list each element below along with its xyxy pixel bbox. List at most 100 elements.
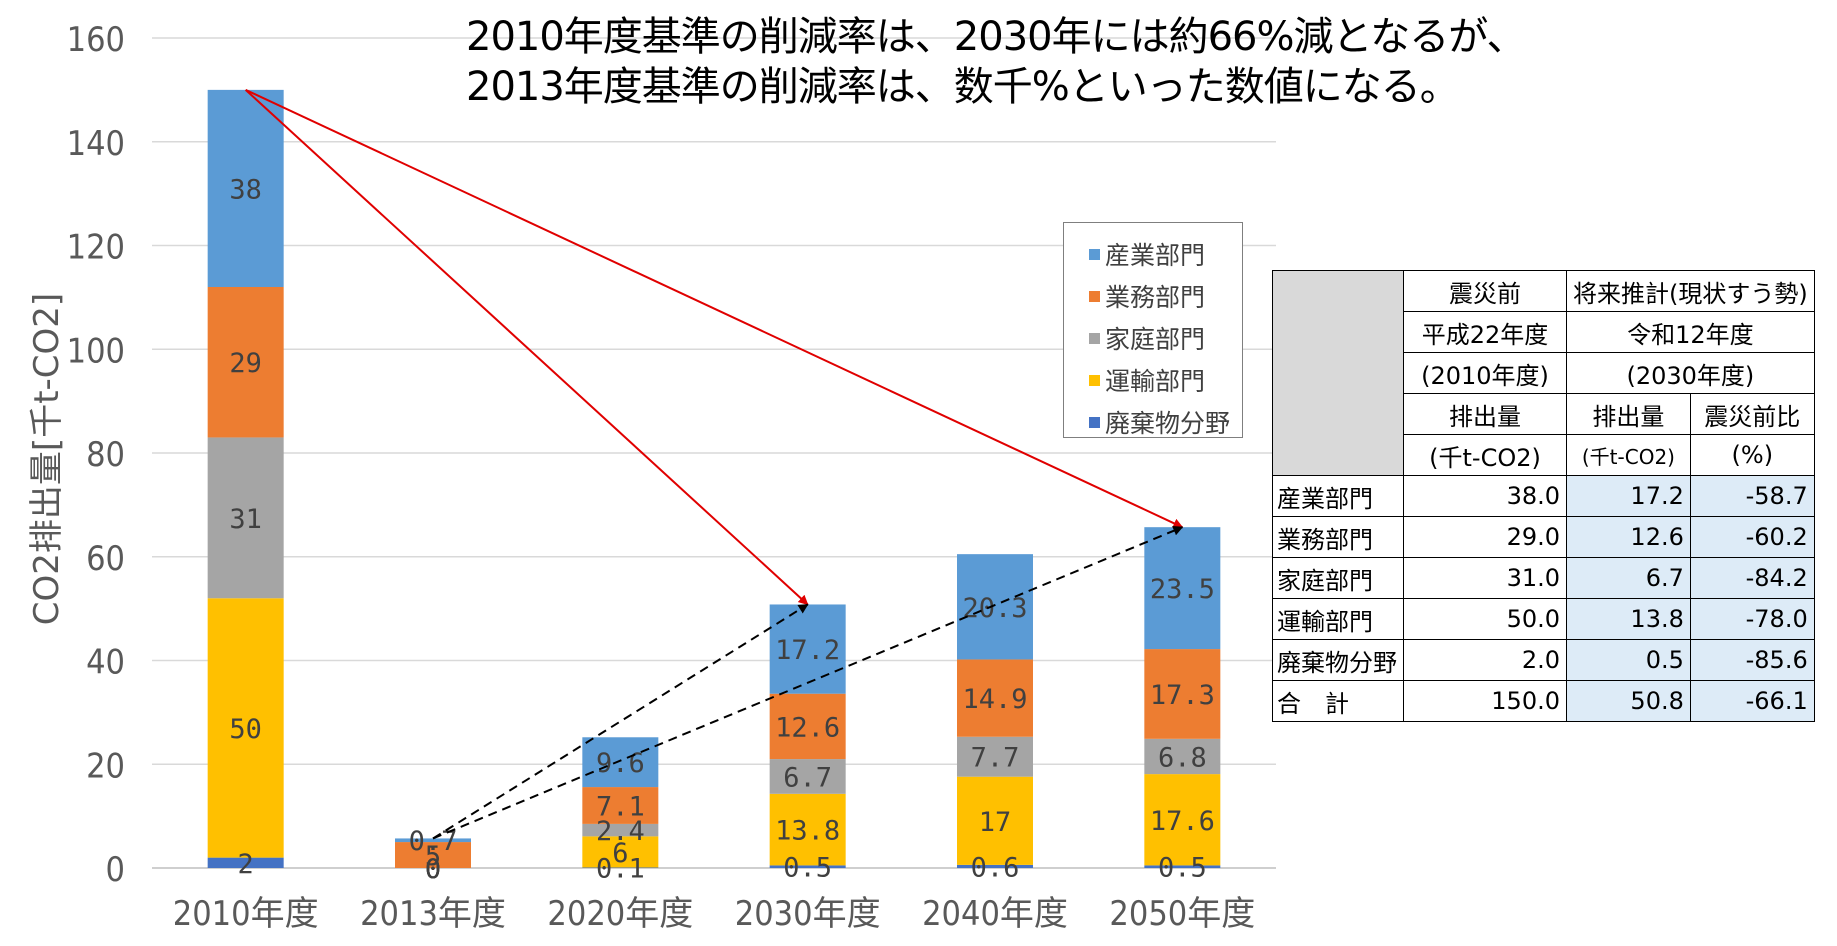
y-tick-label: 80: [86, 435, 125, 475]
bar-segment: [769, 793, 846, 866]
row-label: 産業部門: [1272, 475, 1404, 517]
legend-swatch: [1089, 290, 1100, 302]
table-header-unit-ratio: (%): [1689, 434, 1815, 476]
row-ratio-value: -66.1: [1689, 680, 1815, 722]
data-label: 0.6: [971, 852, 1020, 883]
y-tick-label: 160: [67, 20, 125, 60]
data-label: 13.8: [775, 816, 840, 847]
table-header-unit-future: (千t-CO2): [1566, 434, 1691, 476]
table-header-2030: (2030年度): [1566, 352, 1815, 394]
x-tick-label: 2050年度: [1109, 894, 1255, 934]
data-label: 50: [229, 714, 262, 745]
table-header-future-projection: 将来推計(現状すう勢): [1566, 270, 1815, 312]
table-row: 廃棄物分野 2.0 0.5 -85.6: [1272, 639, 1815, 681]
headline-line-1: 2010年度基準の削減率は、2030年には約66%減となるが、: [466, 14, 1527, 60]
table-row: 家庭部門 31.0 6.7 -84.2: [1272, 557, 1815, 599]
y-tick-label: 60: [86, 539, 125, 579]
table-header-h22: 平成22年度: [1403, 311, 1567, 353]
x-tick-label: 2010年度: [173, 894, 319, 934]
row-ratio-value: -58.7: [1689, 475, 1815, 517]
table-header-unit-base: (千t-CO2): [1403, 434, 1567, 476]
row-label: 業務部門: [1272, 516, 1404, 558]
x-tick-label: 2040年度: [922, 894, 1068, 934]
legend-label: 産業部門: [1105, 241, 1206, 270]
table-row: 運輸部門 50.0 13.8 -78.0: [1272, 598, 1815, 640]
data-label: 0.1: [596, 854, 645, 885]
bar-segment: [1144, 865, 1221, 868]
y-tick-label: 100: [67, 331, 125, 371]
bar-segment: [957, 554, 1033, 660]
row-ratio-value: -78.0: [1689, 598, 1815, 640]
bar-segment: [207, 287, 284, 438]
data-label: 0.5: [1158, 853, 1207, 884]
data-label: 12.6: [775, 712, 840, 743]
bar-segment: [582, 737, 659, 788]
legend-label: 家庭部門: [1105, 325, 1206, 354]
chart-annotation-arrows: [244, 88, 1184, 840]
bar-segment: [957, 864, 1033, 868]
row-future-value: 50.8: [1566, 680, 1691, 722]
bar-segment: [769, 759, 846, 794]
bar-segment: [207, 89, 284, 287]
legend-item: 運輸部門: [1089, 359, 1242, 401]
legend-swatch: [1089, 374, 1100, 386]
bar-segment: [1144, 738, 1221, 775]
data-label: 17.2: [775, 635, 840, 666]
data-label: 5: [425, 841, 441, 872]
data-label: 6.8: [1158, 742, 1207, 773]
bar-segment: [582, 836, 659, 868]
chart-bars: [207, 89, 1221, 868]
data-label: 0: [425, 854, 441, 885]
y-tick-label: 0: [106, 850, 125, 890]
dashed-trend-arrow: [432, 603, 809, 840]
x-tick-label: 2020年度: [547, 894, 693, 934]
chart-gridlines: [152, 37, 1276, 869]
row-future-value: 0.5: [1566, 639, 1691, 681]
reduction-arrow: [244, 89, 809, 606]
legend-label: 業務部門: [1105, 283, 1206, 312]
data-label: 14.9: [962, 684, 1027, 715]
bar-segment: [1144, 527, 1221, 650]
row-label: 合 計: [1272, 680, 1404, 722]
bar-segment: [207, 857, 284, 868]
y-tick-label: 40: [86, 643, 125, 683]
bar-segment: [395, 838, 471, 843]
reduction-arrow: [245, 88, 1184, 529]
y-tick-label: 140: [67, 124, 125, 164]
bar-segment: [957, 736, 1033, 777]
chart-data-labels: 25031293800050.70.162.47.19.60.513.86.71…: [229, 174, 1214, 885]
row-ratio-value: -84.2: [1689, 557, 1815, 599]
row-label: 運輸部門: [1272, 598, 1404, 640]
table-header-2010: (2010年度): [1403, 352, 1567, 394]
data-label: 29: [229, 348, 262, 379]
legend-swatch: [1089, 332, 1100, 344]
legend-label: 運輸部門: [1105, 367, 1206, 396]
data-label: 0.5: [783, 853, 832, 884]
table-corner-cell: [1272, 270, 1404, 476]
data-label: 20.3: [962, 593, 1027, 624]
legend-item: 廃棄物分野: [1089, 401, 1242, 443]
headline-line-2: 2013年度基準の削減率は、数千%といった数値になる。: [466, 64, 1460, 110]
legend-item: 業務部門: [1089, 275, 1242, 317]
row-future-value: 13.8: [1566, 598, 1691, 640]
row-base-value: 38.0: [1403, 475, 1567, 517]
bar-segment: [769, 693, 846, 760]
legend-label: 廃棄物分野: [1105, 409, 1231, 438]
data-label: 17.6: [1150, 806, 1215, 837]
row-base-value: 2.0: [1403, 639, 1567, 681]
row-future-value: 17.2: [1566, 475, 1691, 517]
row-ratio-value: -60.2: [1689, 516, 1815, 558]
x-tick-label: 2030年度: [735, 894, 881, 934]
data-label: 0: [425, 854, 441, 885]
bar-segment: [957, 776, 1033, 865]
data-label: 31: [229, 504, 262, 535]
row-label: 家庭部門: [1272, 557, 1404, 599]
legend-item: 家庭部門: [1089, 317, 1242, 359]
data-label: 2: [238, 849, 254, 880]
data-label: 6.7: [783, 762, 832, 793]
data-label: 38: [229, 174, 262, 205]
data-label: 17.3: [1150, 680, 1215, 711]
bar-segment: [207, 437, 284, 599]
bar-segment: [1144, 649, 1221, 739]
